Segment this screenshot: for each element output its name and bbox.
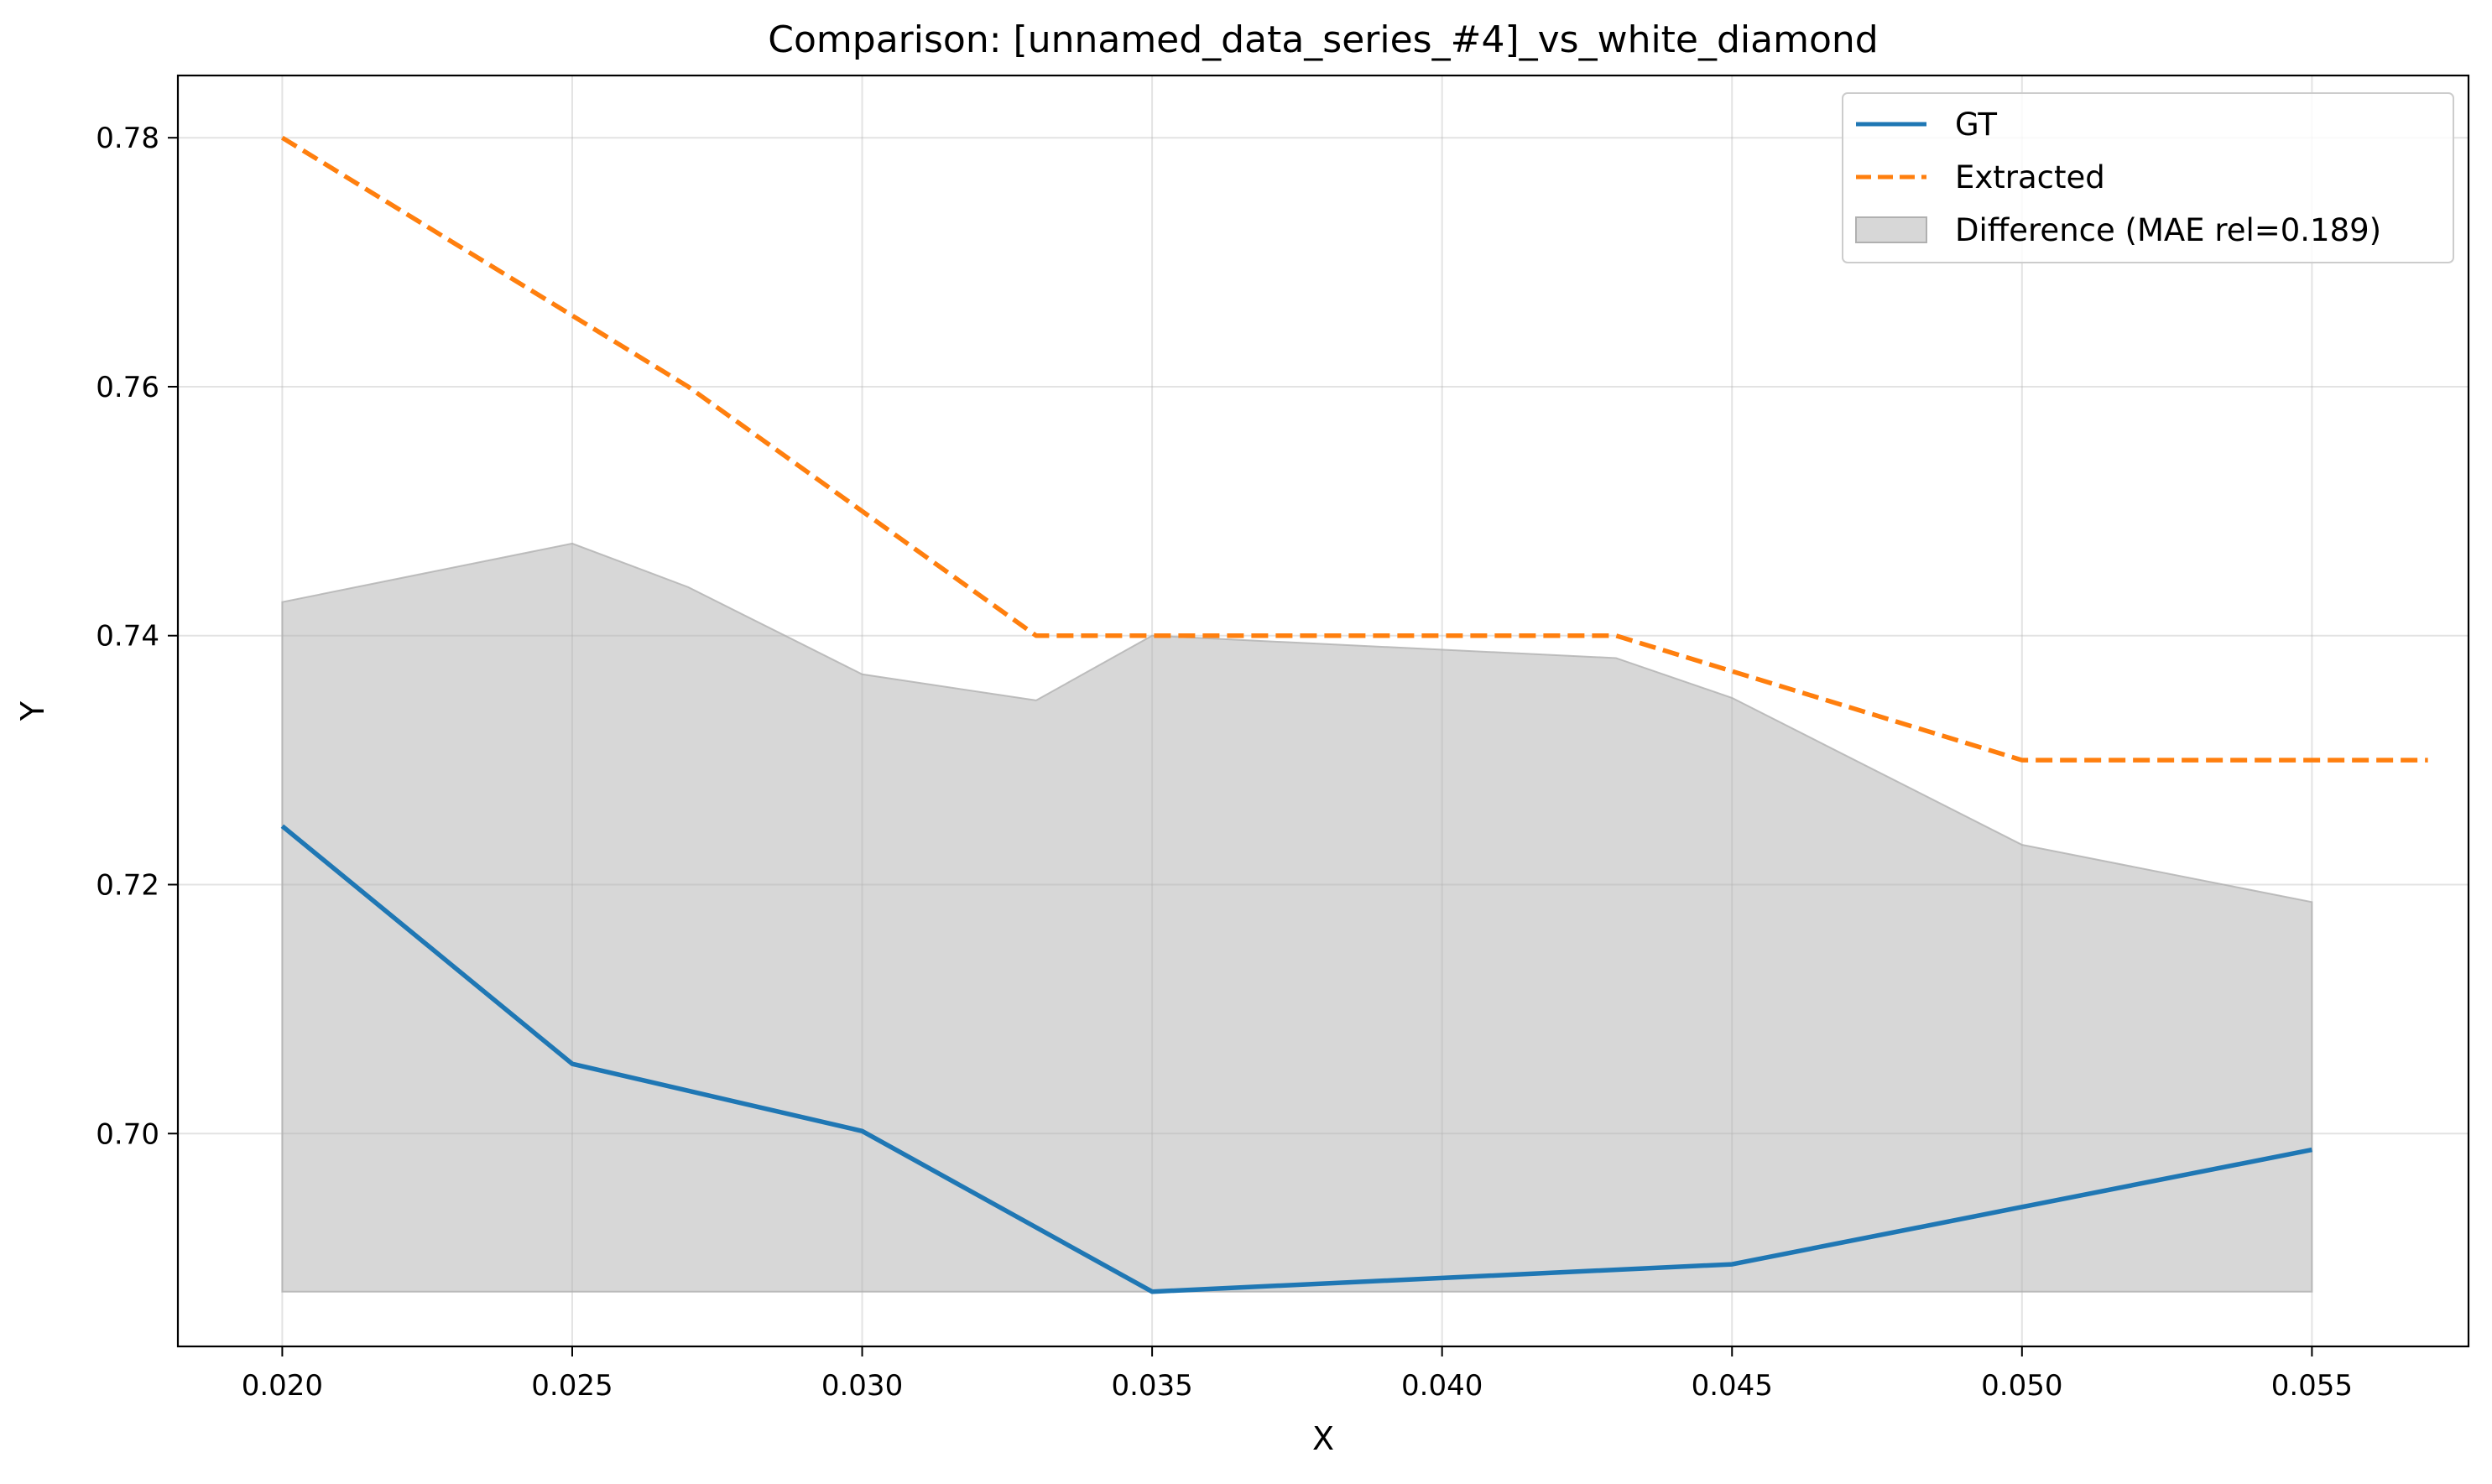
y-tick-label: 0.72 [96, 868, 159, 902]
legend-gt-label: GT [1955, 107, 1997, 143]
x-tick-label: 0.030 [821, 1369, 903, 1403]
y-tick-label: 0.74 [96, 620, 159, 653]
legend-extracted-label: Extracted [1955, 159, 2105, 195]
axis-ticks: 0.020 0.025 0.030 0.035 0.040 0.045 0.050 0.055… [96, 122, 2353, 1403]
y-tick-label: 0.70 [96, 1117, 159, 1151]
plot-frame [176, 74, 2470, 1348]
legend: GT Extracted Difference (MAE rel=0.189) [1842, 92, 2454, 263]
y-tick-label: 0.78 [96, 122, 159, 155]
legend-difference-swatch [1855, 216, 1927, 243]
difference-band-layer [281, 542, 2313, 1293]
difference-band [281, 542, 2313, 1293]
chart-title: Comparison: [unnamed_data_series_#4]_vs_… [768, 18, 1878, 61]
x-axis-label: X [1312, 1420, 1334, 1457]
x-tick-label: 0.045 [1692, 1369, 1773, 1403]
x-tick-label: 0.055 [2271, 1369, 2353, 1403]
legend-difference-label: Difference (MAE rel=0.189) [1955, 212, 2381, 248]
x-tick-label: 0.040 [1401, 1369, 1483, 1403]
x-tick-label: 0.025 [531, 1369, 613, 1403]
x-tick-label: 0.035 [1111, 1369, 1192, 1403]
series-layer [280, 135, 2428, 1294]
y-tick-label: 0.76 [96, 371, 159, 404]
series-line-gt [280, 824, 2312, 1294]
x-tick-label: 0.050 [1981, 1369, 2062, 1403]
series-line-extracted [280, 135, 2428, 763]
legend-box [1842, 92, 2454, 263]
x-tick-label: 0.020 [242, 1369, 323, 1403]
y-axis-label: Y [14, 700, 51, 721]
